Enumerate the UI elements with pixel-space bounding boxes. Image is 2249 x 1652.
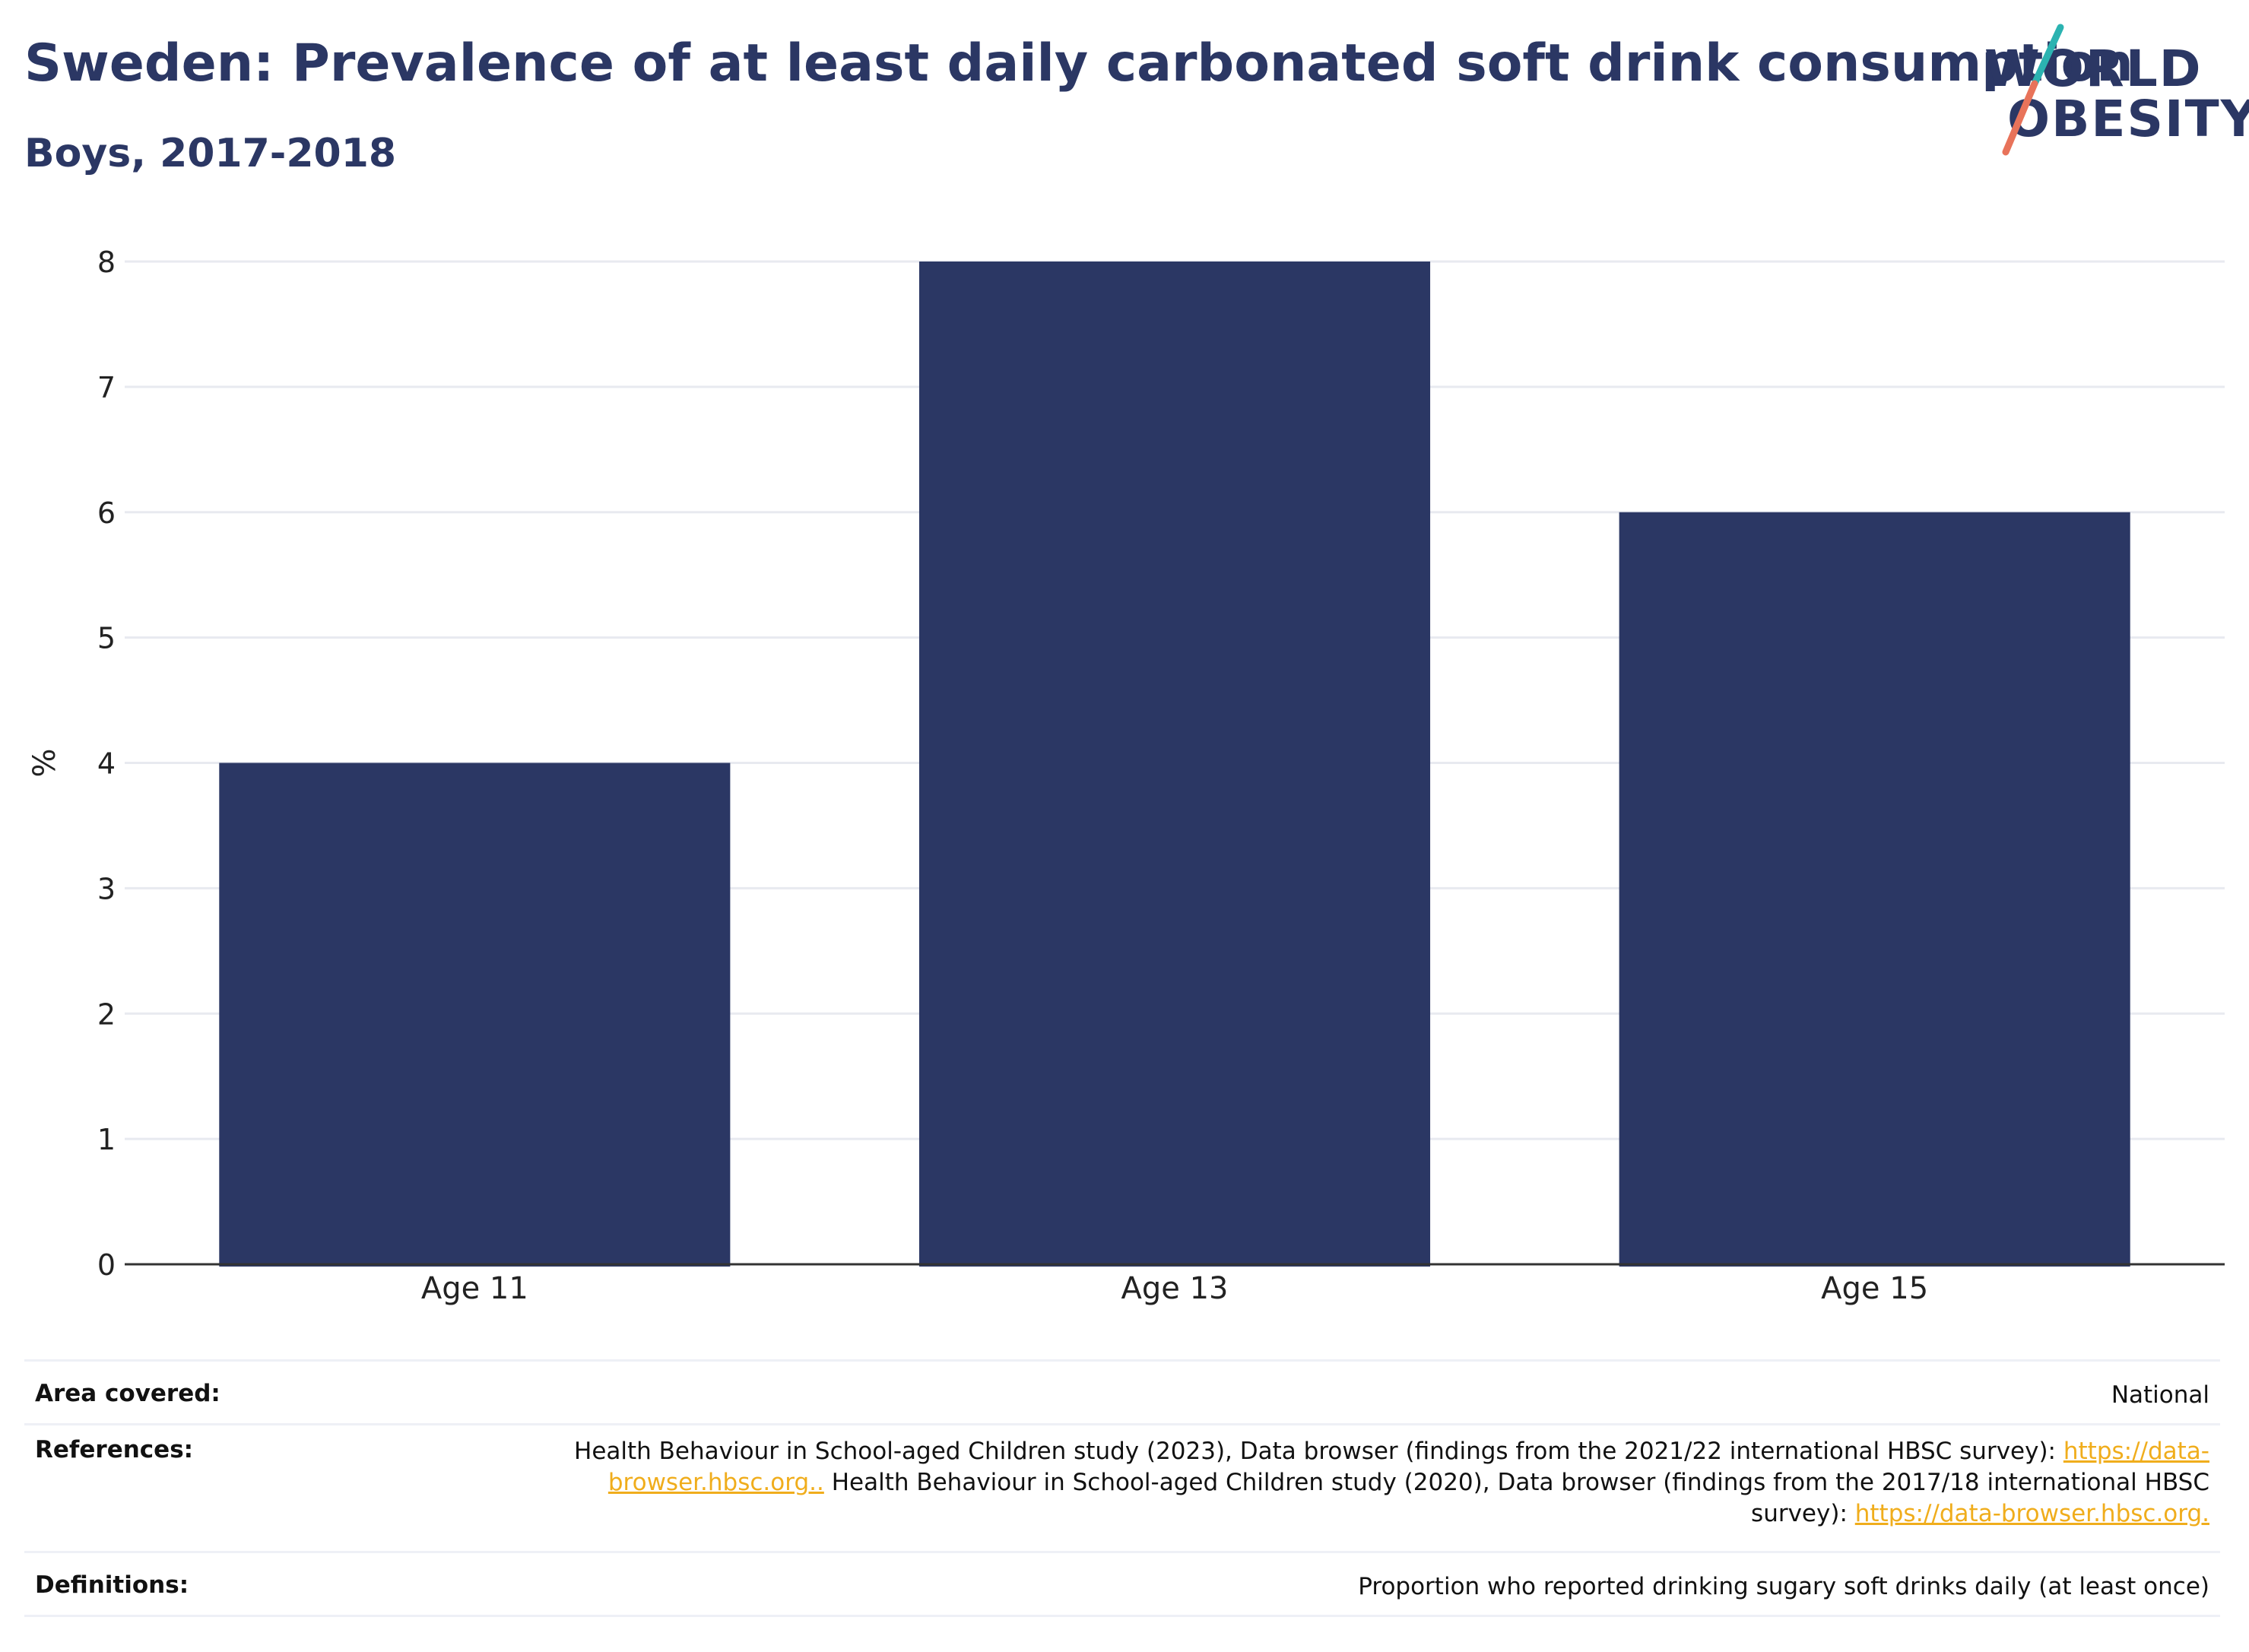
chart-subtitle: Boys, 2017-2018: [24, 131, 397, 176]
y-tick-label: 4: [97, 747, 116, 781]
references-label: References:: [35, 1436, 194, 1463]
y-tick-label: 6: [97, 496, 116, 530]
x-tick-labels: Age 11 Age 13 Age 15: [421, 1271, 1928, 1306]
logo-word-obesity: OBESITY: [2007, 90, 2249, 148]
y-tick-label: 2: [97, 997, 116, 1031]
y-tick-label: 8: [97, 246, 116, 279]
x-tick-label: Age 13: [1121, 1271, 1229, 1306]
area-label: Area covered:: [35, 1380, 220, 1407]
y-axis-label: %: [27, 748, 62, 777]
chart-title: Sweden: Prevalence of at least daily car…: [24, 33, 2133, 94]
y-tick-label: 5: [97, 622, 116, 655]
world-obesity-logo: WORLD OBESITY: [1984, 21, 2249, 158]
y-tick-label: 0: [97, 1248, 116, 1282]
reference-text-1: Health Behaviour in School-aged Children…: [574, 1438, 2063, 1465]
area-value: National: [2111, 1381, 2209, 1409]
logo-word-world: WORLD: [1984, 40, 2203, 98]
y-tick-label: 1: [97, 1123, 116, 1156]
x-tick-label: Age 11: [421, 1271, 528, 1306]
bars: [219, 262, 2130, 1267]
definitions-label: Definitions:: [35, 1571, 189, 1599]
logo-slash-icon: [2002, 24, 2064, 156]
y-tick-labels: 0 1 2 3 4 5 6 7 8: [97, 246, 116, 1282]
reference-text-2: Health Behaviour in School-aged Children…: [823, 1469, 2209, 1527]
info-row-area: Area covered: National: [24, 1362, 2220, 1425]
references-value: Health Behaviour in School-aged Children…: [557, 1436, 2220, 1530]
info-row-definitions: Definitions: Proportion who reported dri…: [24, 1553, 2220, 1617]
info-row-references: References: Health Behaviour in School-a…: [24, 1425, 2220, 1553]
x-tick-label: Age 15: [1821, 1271, 1928, 1306]
bar-chart: 0 1 2 3 4 5 6 7 8 Age 11 Age 13 Age 15 %: [27, 246, 2225, 1306]
bar-age-15: [1619, 512, 2130, 1267]
definitions-value: Proportion who reported drinking sugary …: [1358, 1573, 2209, 1600]
reference-link-1[interactable]: https://data-browser.hbsc.org..: [607, 1438, 2209, 1496]
reference-link-2[interactable]: https://data-browser.hbsc.org.: [1854, 1500, 2209, 1527]
info-table: Area covered: National References: Healt…: [24, 1359, 2220, 1617]
y-tick-label: 3: [97, 872, 116, 905]
bar-age-13: [918, 262, 1431, 1267]
y-tick-label: 7: [97, 371, 116, 404]
bar-age-11: [219, 763, 731, 1267]
